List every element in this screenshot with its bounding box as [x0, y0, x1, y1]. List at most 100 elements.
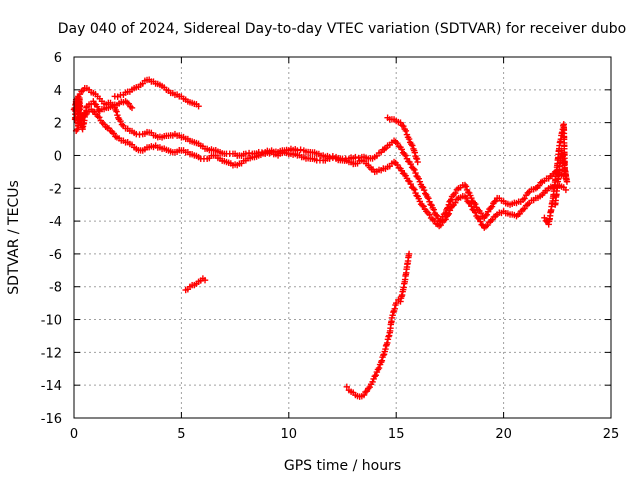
data-point — [375, 364, 383, 372]
data-point — [463, 194, 470, 202]
data-point — [405, 135, 413, 143]
data-point — [201, 276, 209, 284]
data-point — [74, 126, 81, 133]
x-tick-label: 15 — [388, 427, 405, 442]
data-point — [410, 165, 417, 172]
data-point — [444, 211, 451, 219]
data-point — [398, 121, 406, 129]
y-tick-label: -8 — [49, 281, 62, 296]
y-tick-label: 6 — [54, 51, 62, 66]
data-point — [402, 152, 409, 159]
data-point — [355, 154, 362, 162]
data-point — [432, 211, 440, 219]
data-point — [297, 146, 304, 153]
y-tick-label: 4 — [54, 84, 62, 99]
data-point — [412, 169, 419, 177]
data-point — [418, 183, 426, 190]
y-tick-label: -10 — [41, 314, 62, 329]
data-point — [389, 312, 396, 319]
data-point — [362, 388, 369, 396]
x-axis-label: GPS time / hours — [284, 458, 401, 474]
data-point — [95, 106, 102, 114]
data-point — [421, 190, 429, 197]
data-point — [398, 146, 405, 153]
data-point — [491, 198, 498, 205]
plot-frame — [73, 56, 612, 419]
data-point — [378, 357, 386, 364]
data-point — [242, 150, 250, 158]
data-point — [483, 211, 491, 218]
y-tick-label: -12 — [41, 346, 62, 361]
data-point — [411, 166, 418, 174]
data-point — [416, 178, 424, 185]
y-tick-label: -16 — [41, 412, 62, 427]
data-point — [369, 378, 376, 386]
data-point — [474, 214, 482, 222]
data-point — [414, 158, 421, 166]
data-point — [410, 185, 417, 192]
x-tick-label: 5 — [177, 427, 185, 442]
data-point — [472, 209, 479, 216]
data-point — [402, 127, 410, 135]
grid-layer — [74, 57, 611, 418]
data-point — [420, 186, 428, 194]
data-point — [433, 212, 441, 220]
data-point — [464, 188, 472, 196]
data-point — [343, 383, 350, 391]
data-point — [326, 155, 333, 162]
data-point — [128, 104, 136, 112]
data-point — [371, 373, 378, 380]
data-point — [413, 154, 420, 162]
data-point — [93, 103, 101, 110]
x-tick-label: 20 — [495, 427, 512, 442]
data-point — [391, 305, 398, 313]
data-point — [390, 308, 397, 316]
data-point — [452, 189, 459, 197]
data-point — [329, 154, 337, 162]
data-point — [195, 103, 202, 110]
data-point — [430, 206, 437, 213]
data-point — [445, 210, 453, 217]
data-point — [407, 160, 415, 168]
data-point — [477, 218, 484, 225]
data-point — [551, 201, 559, 208]
data-point — [117, 117, 124, 125]
data-point — [425, 195, 432, 202]
data-point — [96, 114, 103, 121]
data-point — [426, 211, 433, 218]
data-point — [477, 209, 485, 217]
data-point — [424, 193, 431, 201]
data-point — [380, 351, 387, 359]
data-point — [113, 108, 120, 115]
data-point — [482, 212, 489, 220]
data-point — [442, 216, 449, 223]
data-point — [419, 202, 426, 209]
x-tick-label: 25 — [603, 427, 620, 442]
data-point — [447, 197, 454, 204]
data-point — [415, 175, 422, 182]
data-point — [400, 122, 407, 130]
data-point — [427, 201, 434, 208]
data-point — [452, 199, 459, 206]
data-point — [465, 199, 473, 206]
data-point — [413, 155, 421, 163]
data-point — [466, 200, 474, 207]
y-tick-label: -6 — [49, 248, 62, 263]
data-point — [521, 195, 528, 202]
data-point — [245, 149, 253, 157]
data-point — [405, 250, 413, 258]
y-axis-label: SDTVAR / TECUs — [6, 180, 22, 295]
data-point — [409, 142, 416, 149]
data-point — [468, 203, 475, 210]
y-tick-label: -14 — [41, 379, 62, 394]
data-point — [372, 371, 379, 379]
data-point — [488, 203, 496, 210]
y-tick-label: -4 — [49, 215, 62, 230]
data-point — [360, 391, 368, 399]
tick-layer — [73, 56, 612, 419]
data-point — [541, 214, 548, 222]
data-point — [352, 153, 359, 161]
data-point — [118, 121, 126, 128]
data-point — [411, 186, 418, 193]
